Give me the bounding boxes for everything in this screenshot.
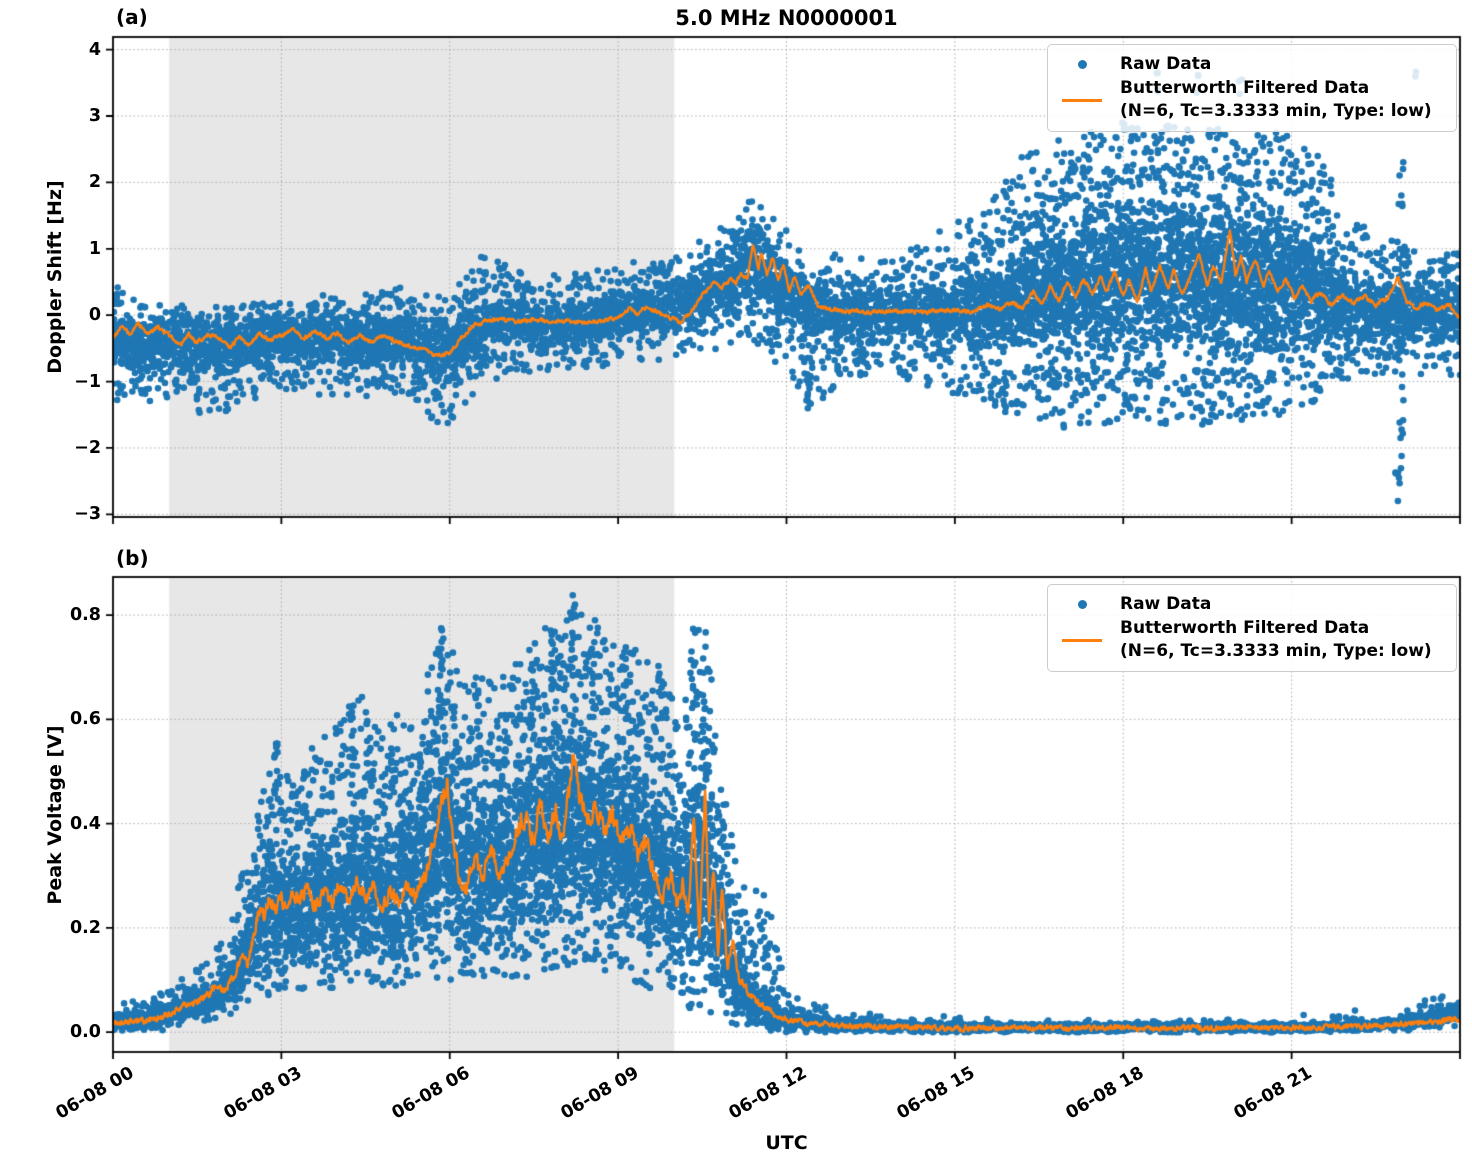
legend-item-raw: Raw Data (1056, 593, 1446, 616)
filtered-line-marker-icon (1056, 638, 1108, 642)
raw-data-marker-icon (1056, 60, 1108, 69)
panel-b-label: (b) (116, 546, 149, 570)
y-tick-label: −3 (74, 504, 101, 525)
raw-data-marker-icon (1056, 600, 1108, 609)
legend-filtered-label-line1: Butterworth Filtered Data (1120, 78, 1370, 98)
y-tick-label: 0.2 (69, 917, 101, 938)
legend-raw-label: Raw Data (1120, 54, 1212, 74)
y-tick-label: 1 (88, 238, 101, 259)
legend-raw-label: Raw Data (1120, 594, 1212, 614)
y-tick-label: 0.0 (69, 1022, 101, 1043)
legend-filtered-label: Butterworth Filtered Data (N=6, Tc=3.333… (1120, 617, 1432, 663)
y-tick-label: 3 (88, 106, 101, 126)
legend-filtered-label-line2: (N=6, Tc=3.3333 min, Type: low) (1120, 101, 1432, 121)
panel-a-label: (a) (116, 5, 148, 29)
filtered-line-marker-icon (1056, 98, 1108, 102)
y-tick-label: −2 (74, 437, 101, 458)
y-tick-label: 2 (88, 172, 101, 193)
legend-item-filtered: Butterworth Filtered Data (N=6, Tc=3.333… (1056, 77, 1446, 123)
legend-filtered-label-line2: (N=6, Tc=3.3333 min, Type: low) (1120, 641, 1432, 661)
y-tick-label: 0.8 (69, 605, 101, 626)
legend-item-filtered: Butterworth Filtered Data (N=6, Tc=3.333… (1056, 617, 1446, 663)
x-axis-label: UTC (765, 1132, 808, 1154)
legend-panel-a: Raw Data Butterworth Filtered Data (N=6,… (1047, 44, 1457, 132)
y-tick-label: −1 (74, 371, 101, 392)
legend-panel-b: Raw Data Butterworth Filtered Data (N=6,… (1047, 584, 1457, 672)
y-tick-label: 0.6 (69, 709, 101, 730)
legend-item-raw: Raw Data (1056, 53, 1446, 76)
y-tick-label: 4 (88, 39, 101, 60)
y-tick-label: 0 (88, 305, 101, 326)
figure-title: 5.0 MHz N0000001 (675, 6, 898, 30)
y-tick-label: 0.4 (69, 813, 101, 834)
legend-filtered-label: Butterworth Filtered Data (N=6, Tc=3.333… (1120, 77, 1432, 123)
legend-filtered-label-line1: Butterworth Filtered Data (1120, 618, 1370, 638)
